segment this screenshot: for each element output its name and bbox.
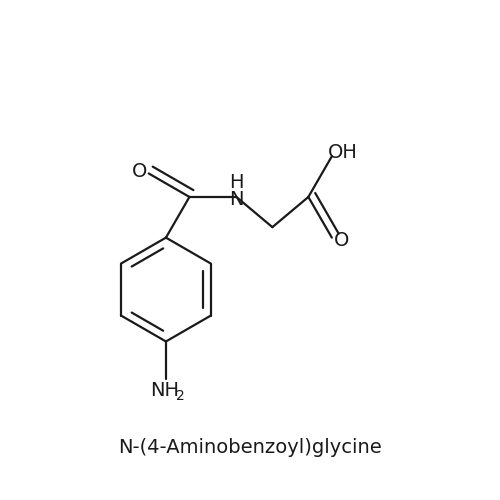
Text: OH: OH [328, 143, 358, 162]
Text: O: O [132, 162, 148, 180]
Text: N-(4-Aminobenzoyl)glycine: N-(4-Aminobenzoyl)glycine [118, 438, 382, 458]
Text: NH: NH [150, 382, 179, 400]
Text: H: H [229, 172, 244, 192]
Text: N: N [229, 190, 244, 209]
Text: O: O [334, 230, 349, 250]
Text: 2: 2 [176, 389, 185, 403]
